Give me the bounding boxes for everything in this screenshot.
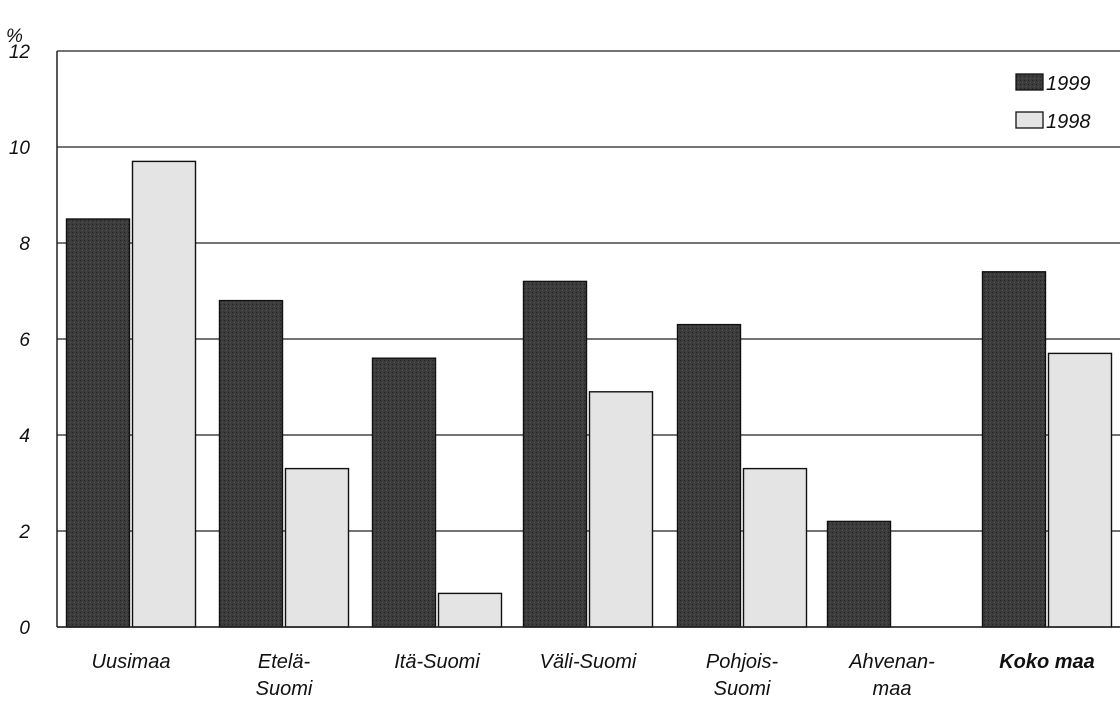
gridlines bbox=[56, 50, 1120, 628]
legend-swatch-1998 bbox=[1015, 111, 1044, 129]
legend-label-1998: 1998 bbox=[1046, 111, 1091, 133]
x-category-label: Itä-Suomi bbox=[394, 651, 480, 673]
bar-1999-0 bbox=[65, 218, 131, 628]
legend-swatch-1999 bbox=[1015, 73, 1044, 91]
y-axis-ticks: 0 2 4 6 8 10 12 bbox=[9, 42, 31, 639]
legend: 1999 1998 bbox=[1015, 73, 1091, 133]
x-category-label: Ahvenan-maa bbox=[848, 651, 935, 700]
x-category-label: Väli-Suomi bbox=[540, 651, 637, 673]
bar-1999-3 bbox=[522, 280, 588, 628]
bar-1998-6 bbox=[1047, 352, 1113, 628]
y-tick-label: 12 bbox=[9, 42, 31, 63]
bar-1998-2 bbox=[437, 592, 503, 628]
legend-label-1999: 1999 bbox=[1046, 73, 1091, 95]
y-tick-label: 6 bbox=[19, 330, 30, 351]
y-tick-label: 8 bbox=[19, 234, 30, 255]
y-tick-label: 0 bbox=[19, 618, 30, 639]
bar-1998-0 bbox=[131, 160, 197, 628]
x-category-label: Uusimaa bbox=[92, 651, 171, 673]
bar-1998-3 bbox=[588, 391, 654, 628]
x-category-label: Pohjois-Suomi bbox=[706, 651, 779, 700]
x-category-label: Koko maa bbox=[999, 651, 1095, 673]
y-tick-label: 4 bbox=[19, 426, 30, 447]
y-tick-label: 10 bbox=[9, 138, 31, 159]
bar-1999-1 bbox=[218, 299, 284, 628]
bar-1999-2 bbox=[371, 357, 437, 628]
bar-1998-1 bbox=[284, 467, 350, 628]
y-axis-unit-label: % bbox=[6, 26, 23, 47]
bar-1999-5 bbox=[826, 520, 892, 628]
x-axis-labels: Uusimaa Etelä-Suomi Itä-Suomi Väli-Suomi Poh… bbox=[92, 651, 1095, 700]
bar-1999-6 bbox=[981, 271, 1047, 628]
x-category-label: Etelä-Suomi bbox=[256, 651, 313, 700]
y-tick-label: 2 bbox=[18, 522, 30, 543]
bar-1999-4 bbox=[676, 323, 742, 628]
bars bbox=[57, 160, 1120, 628]
bar-1998-4 bbox=[742, 467, 808, 628]
